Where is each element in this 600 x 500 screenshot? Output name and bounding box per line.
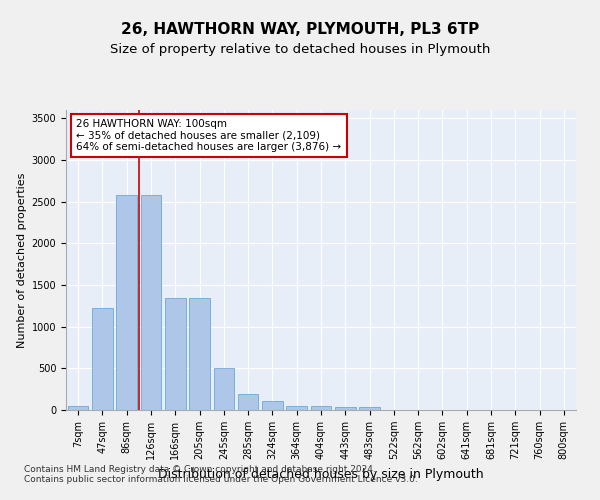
Bar <box>311 406 331 410</box>
Text: 26, HAWTHORN WAY, PLYMOUTH, PL3 6TP: 26, HAWTHORN WAY, PLYMOUTH, PL3 6TP <box>121 22 479 38</box>
Bar <box>140 195 161 410</box>
Bar <box>238 394 259 410</box>
Y-axis label: Number of detached properties: Number of detached properties <box>17 172 28 348</box>
Bar <box>214 368 234 410</box>
Bar <box>189 298 210 410</box>
Bar <box>335 407 356 410</box>
Text: Contains HM Land Registry data © Crown copyright and database right 2024.: Contains HM Land Registry data © Crown c… <box>24 466 376 474</box>
Bar <box>92 308 113 410</box>
Bar <box>165 298 185 410</box>
Bar <box>359 407 380 410</box>
Bar <box>262 401 283 410</box>
Text: 26 HAWTHORN WAY: 100sqm
← 35% of detached houses are smaller (2,109)
64% of semi: 26 HAWTHORN WAY: 100sqm ← 35% of detache… <box>76 119 341 152</box>
X-axis label: Distribution of detached houses by size in Plymouth: Distribution of detached houses by size … <box>158 468 484 480</box>
Text: Size of property relative to detached houses in Plymouth: Size of property relative to detached ho… <box>110 42 490 56</box>
Bar <box>68 406 88 410</box>
Bar <box>286 406 307 410</box>
Bar <box>116 195 137 410</box>
Text: Contains public sector information licensed under the Open Government Licence v3: Contains public sector information licen… <box>24 476 418 484</box>
